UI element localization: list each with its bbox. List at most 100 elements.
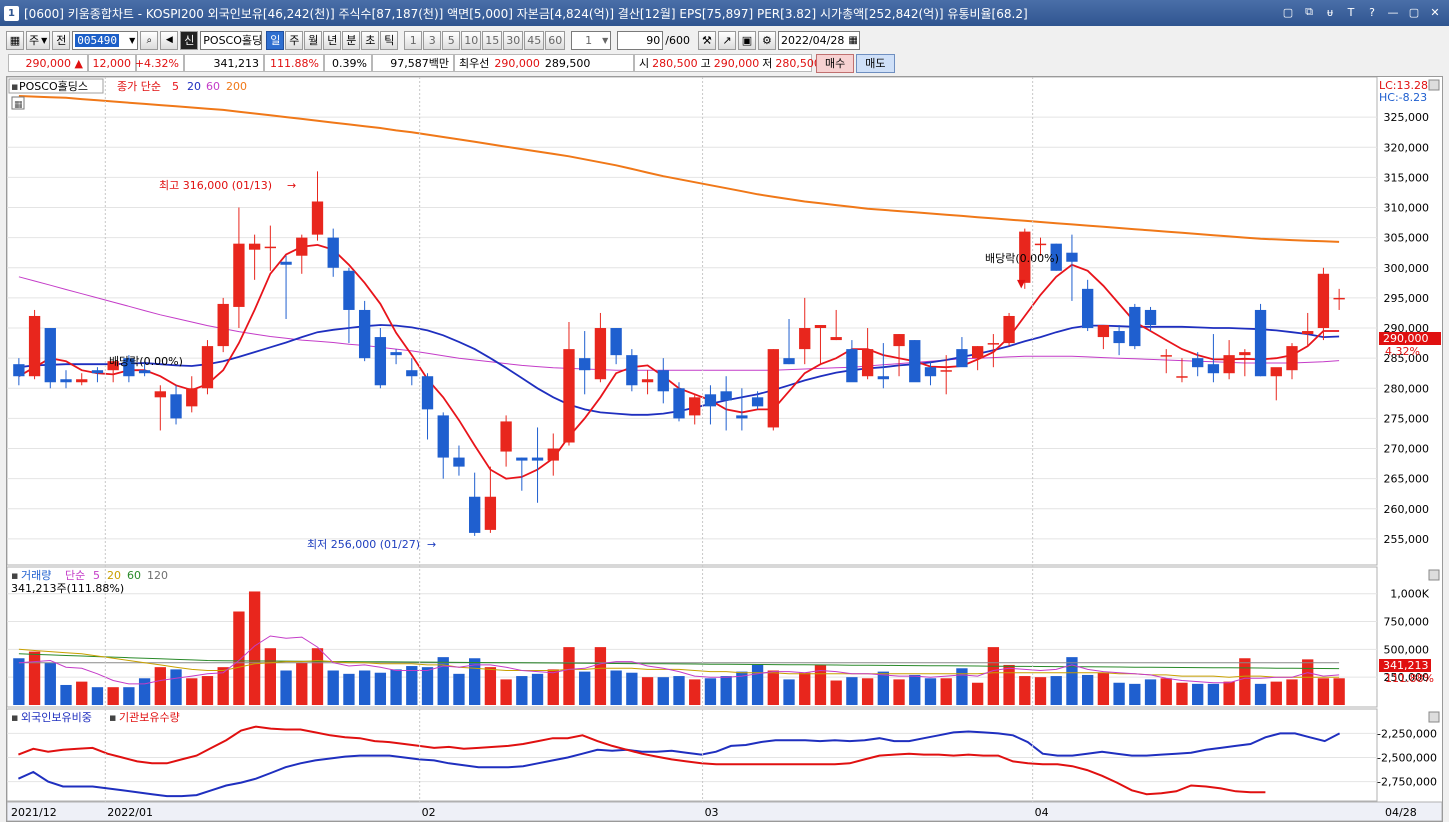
- interval-30[interactable]: 30: [503, 30, 524, 50]
- best-quote-cell: 최우선 290,000 289,500: [454, 54, 634, 72]
- close-button[interactable]: ✕: [1430, 5, 1440, 19]
- legend-ma60[interactable]: 60: [206, 80, 220, 93]
- font-size-icon[interactable]: T: [1347, 5, 1355, 19]
- candle-body: [1160, 355, 1172, 357]
- layout-grid-button[interactable]: ▦: [6, 30, 24, 50]
- count-input[interactable]: 90: [617, 30, 664, 50]
- volume-bar: [704, 678, 717, 705]
- period-type-select[interactable]: 주 ▼: [26, 30, 51, 50]
- volume-legend-ma-label[interactable]: 단순: [65, 569, 85, 582]
- speaker-icon: ◀: [165, 35, 173, 45]
- interval-1[interactable]: 1: [404, 30, 423, 50]
- settings-button[interactable]: ⚙: [757, 30, 776, 50]
- volume-panel: 250,000 500,000 750,000 1,000K ▪ 거래량 단순 5 2…: [6, 566, 1434, 708]
- tab-minute[interactable]: 분: [342, 30, 361, 50]
- sell-button[interactable]: 매도: [856, 53, 895, 73]
- all-market-button[interactable]: 전: [52, 30, 71, 50]
- tab-day[interactable]: 일: [266, 30, 285, 50]
- tab-week[interactable]: 주: [285, 30, 304, 50]
- minimize-button[interactable]: —: [1387, 5, 1399, 19]
- indicator-button[interactable]: ⚒: [697, 30, 716, 50]
- period-tabs: 일 주 월 년 분 초 틱: [266, 30, 399, 50]
- credit-button[interactable]: 신: [180, 30, 199, 50]
- legend-stock-name[interactable]: POSCO홀딩스: [19, 80, 88, 93]
- interval-input[interactable]: 1 ▼: [571, 30, 612, 50]
- candle-body: [44, 328, 56, 383]
- volume-panel-scroll-button[interactable]: [1428, 569, 1440, 581]
- calendar-icon[interactable]: ▦: [848, 34, 858, 46]
- volume-current-pct: 111.88%: [1385, 672, 1434, 685]
- institution-legend[interactable]: 기관보유수량: [119, 711, 180, 724]
- volume-bar: [736, 671, 748, 705]
- legend-ma20[interactable]: 20: [187, 80, 201, 93]
- interval-5[interactable]: 5: [442, 30, 461, 50]
- volume-bar: [327, 670, 339, 705]
- title-bar: 1 [0600] 키움종합차트 - KOSPI200 외국인보유[46,242(…: [0, 0, 1449, 26]
- table-toggle-button[interactable]: [11, 96, 25, 110]
- price-panel-scroll-button[interactable]: [1428, 79, 1440, 91]
- volume-current-tag: [1379, 659, 1431, 672]
- sound-button[interactable]: ◀: [160, 30, 179, 50]
- candle-body: [1003, 315, 1015, 344]
- interval-15[interactable]: 15: [482, 30, 503, 50]
- interval-45[interactable]: 45: [524, 30, 545, 50]
- volume-legend-ma20[interactable]: 20: [107, 569, 121, 582]
- volume-legend-ma60[interactable]: 60: [127, 569, 141, 582]
- trade-amount: 97,587백만: [372, 54, 454, 72]
- open-label: 시: [639, 57, 650, 70]
- stock-code-input[interactable]: 005490 ▼: [72, 30, 139, 50]
- date-input[interactable]: 2022/04/28 ▦: [777, 30, 860, 50]
- legend-ma-label[interactable]: 종가 단순: [117, 80, 161, 93]
- save-button[interactable]: ▣: [737, 30, 756, 50]
- tab-month[interactable]: 월: [304, 30, 323, 50]
- volume-bar: [1223, 681, 1235, 705]
- chart-area[interactable]: 255,000 260,000 265,000 270,000 275,000 280,0…: [6, 76, 1443, 822]
- volume-bar: [594, 647, 607, 705]
- interval-60[interactable]: 60: [545, 30, 566, 50]
- candle-body: [846, 349, 858, 383]
- chart-svg[interactable]: 255,000 260,000 265,000 270,000 275,000 280,0…: [6, 76, 1443, 822]
- volume-bar: [76, 681, 88, 705]
- volume-legend-label[interactable]: 거래량: [21, 569, 51, 582]
- price-grid: [7, 116, 1377, 540]
- price-plot-frame: [6, 76, 1378, 566]
- volume-bar: [846, 677, 858, 705]
- candle-body: [626, 355, 638, 386]
- chevron-down-icon[interactable]: ▼: [129, 35, 136, 45]
- restore-layout-icon[interactable]: ▢: [1282, 5, 1294, 19]
- volume-bar: [390, 669, 402, 705]
- link-window-icon[interactable]: ⧉: [1305, 5, 1313, 18]
- foreign-legend[interactable]: 외국인보유비중: [21, 711, 92, 724]
- volume-tick-label: 250,000: [1384, 671, 1430, 684]
- holdings-tick-label: -2,750,000: [1377, 776, 1437, 789]
- pin-icon[interactable]: ᵾ: [1326, 5, 1333, 19]
- tab-second[interactable]: 초: [361, 30, 380, 50]
- buy-button[interactable]: 매수: [816, 53, 855, 73]
- price-tick-label: 295,000: [1384, 292, 1430, 305]
- volume-bar: [264, 648, 276, 705]
- candle-body: [91, 370, 104, 374]
- interval-10[interactable]: 10: [461, 30, 482, 50]
- search-button[interactable]: ⌕: [140, 30, 159, 50]
- help-icon[interactable]: ?: [1369, 5, 1375, 19]
- volume-bar: [343, 673, 355, 705]
- volume-bar: [469, 658, 481, 705]
- volume-legend-ma5[interactable]: 5: [93, 569, 100, 582]
- tab-year[interactable]: 년: [323, 30, 342, 50]
- volume-bar: [1082, 674, 1094, 705]
- legend-ma5[interactable]: 5: [172, 80, 179, 93]
- stock-name-field[interactable]: POSCO홀딩스: [200, 30, 263, 50]
- interval-3[interactable]: 3: [423, 30, 442, 50]
- legend-ma200[interactable]: 200: [226, 80, 247, 93]
- volume-bar: [531, 673, 544, 705]
- candle-body: [123, 358, 135, 377]
- annotation-low: 최저 256,000 (01/27): [307, 538, 420, 551]
- drawing-tool-button[interactable]: ↗: [717, 30, 736, 50]
- maximize-button[interactable]: ▢: [1408, 5, 1420, 19]
- volume-tick-label: 750,000: [1384, 616, 1430, 629]
- holdings-plot-frame: [6, 708, 1378, 802]
- holdings-panel-scroll-button[interactable]: [1428, 711, 1440, 723]
- volume-legend-ma120[interactable]: 120: [147, 569, 168, 582]
- volume-bar: [138, 678, 151, 705]
- tab-tick[interactable]: 틱: [380, 30, 399, 50]
